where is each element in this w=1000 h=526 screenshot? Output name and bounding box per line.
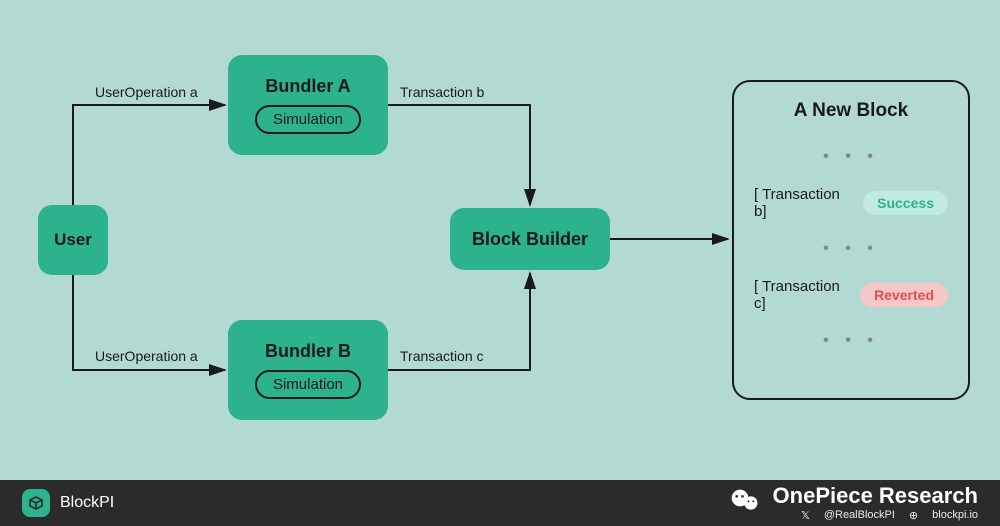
footer-brand: BlockPI — [60, 494, 114, 512]
node-block-builder: Block Builder — [450, 208, 610, 270]
globe-icon: ⊕ — [909, 509, 918, 522]
twitter-icon: 𝕏 — [801, 509, 810, 522]
block-row-b: [ Transaction b] Success — [754, 186, 948, 220]
node-bundler-a: Bundler A Simulation — [228, 55, 388, 155]
new-block-title: A New Block — [794, 100, 908, 122]
site-url: blockpi.io — [932, 509, 978, 522]
dots-icon: • • • — [823, 148, 879, 166]
dots-icon: • • • — [823, 332, 879, 350]
dots-icon: • • • — [823, 240, 879, 258]
diagram-canvas: User Bundler A Simulation Bundler B Simu… — [0, 0, 1000, 480]
node-bundler-b: Bundler B Simulation — [228, 320, 388, 420]
research-title: OnePiece Research — [773, 485, 978, 507]
tx-b-label: [ Transaction b] — [754, 186, 853, 220]
node-bundler-a-label: Bundler A — [265, 76, 350, 97]
twitter-handle: @RealBlockPI — [824, 509, 895, 522]
footer-left: BlockPI — [22, 489, 114, 517]
node-user: User — [38, 205, 108, 275]
edge-label-user-to-b: UserOperation a — [95, 348, 198, 364]
status-reverted: Reverted — [860, 283, 948, 307]
blockpi-logo-icon — [22, 489, 50, 517]
research-sub: 𝕏 @RealBlockPI ⊕ blockpi.io — [773, 509, 978, 522]
simulation-pill-b: Simulation — [255, 370, 361, 399]
node-bundler-b-label: Bundler B — [265, 341, 351, 362]
edge-label-a-to-builder: Transaction b — [400, 84, 484, 100]
block-row-c: [ Transaction c] Reverted — [754, 278, 948, 312]
edge-label-user-to-a: UserOperation a — [95, 84, 198, 100]
edge-label-b-to-builder: Transaction c — [400, 348, 484, 364]
footer-bar: BlockPI OnePiece Research 𝕏 @RealBlockPI… — [0, 480, 1000, 526]
footer-right: OnePiece Research 𝕏 @RealBlockPI ⊕ block… — [773, 485, 978, 522]
tx-c-label: [ Transaction c] — [754, 278, 850, 312]
node-user-label: User — [54, 230, 92, 250]
status-success: Success — [863, 191, 948, 215]
wechat-icon — [730, 488, 760, 514]
node-builder-label: Block Builder — [472, 229, 588, 250]
new-block-panel: A New Block • • • [ Transaction b] Succe… — [732, 80, 970, 400]
simulation-pill-a: Simulation — [255, 105, 361, 134]
